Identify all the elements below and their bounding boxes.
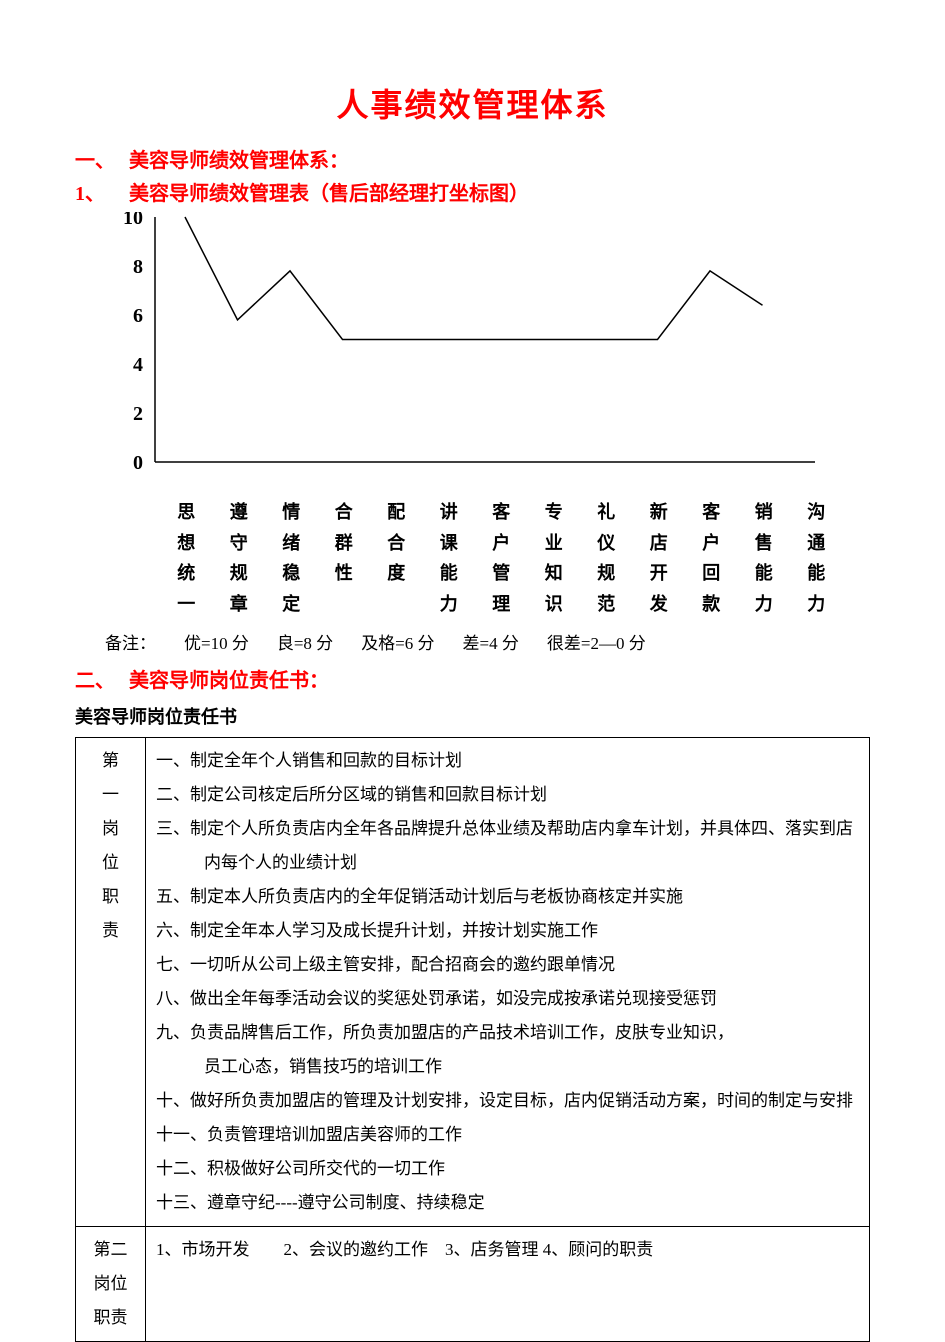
x-category: 遵守规章	[213, 497, 266, 619]
svg-text:10: 10	[123, 212, 143, 229]
svg-text:0: 0	[133, 452, 143, 472]
section-1-subnum: 1、	[75, 177, 129, 206]
row1-label-cell: 第一岗位职责	[76, 738, 146, 1227]
section-1-sub: 1、 美容导师绩效管理表（售后部经理打坐标图）	[75, 177, 870, 206]
note-item-3: 差=4 分	[463, 634, 519, 653]
section-2-title: 美容导师岗位责任书：	[129, 664, 329, 693]
x-category: 新店开发	[633, 497, 686, 619]
note-prefix: 备注：	[105, 634, 156, 653]
section-2-header: 二、 美容导师岗位责任书：	[75, 664, 870, 693]
resp-item: 六、制定全年本人学习及成长提升计划，并按计划实施工作	[156, 914, 859, 948]
table-row: 第一岗位职责 一、制定全年个人销售和回款的目标计划二、制定公司核定后所分区域的销…	[76, 738, 870, 1227]
section-2-num: 二、	[75, 664, 129, 693]
row1-list: 一、制定全年个人销售和回款的目标计划二、制定公司核定后所分区域的销售和回款目标计…	[156, 744, 859, 1220]
section-1-num: 一、	[75, 144, 129, 173]
x-category: 专业知识	[528, 497, 581, 619]
table-row: 第二岗位职责 1、市场开发 2、会议的邀约工作 3、店务管理 4、顾问的职责	[76, 1227, 870, 1342]
responsibility-subtitle: 美容导师岗位责任书	[75, 703, 870, 729]
x-category: 礼仪规范	[580, 497, 633, 619]
row2-content-cell: 1、市场开发 2、会议的邀约工作 3、店务管理 4、顾问的职责	[146, 1227, 870, 1342]
resp-item: 八、做出全年每季活动会议的奖惩处罚承诺，如没完成按承诺兑现接受惩罚	[156, 982, 859, 1016]
resp-item: 九、负责品牌售后工作，所负责加盟店的产品技术培训工作，皮肤专业知识，	[156, 1016, 859, 1050]
resp-item: 五、制定本人所负责店内的全年促销活动计划后与老板协商核定并实施	[156, 880, 859, 914]
x-category: 销售能力	[738, 497, 791, 619]
x-category: 合群性	[318, 497, 371, 619]
resp-item: 二、制定公司核定后所分区域的销售和回款目标计划	[156, 778, 859, 812]
chart-svg: 0 2 4 6 8 10	[105, 212, 815, 472]
x-category: 客户回款	[685, 497, 738, 619]
svg-text:6: 6	[133, 305, 143, 327]
x-category: 配合度	[370, 497, 423, 619]
x-category: 思想统一	[160, 497, 213, 619]
resp-item: 十三、遵章守纪----遵守公司制度、持续稳定	[156, 1186, 859, 1220]
section-1-header: 一、 美容导师绩效管理体系：	[75, 144, 870, 173]
x-category: 客户管理	[475, 497, 528, 619]
x-category: 沟通能力	[790, 497, 843, 619]
resp-item: 内每个人的业绩计划	[156, 846, 859, 880]
resp-item: 十二、积极做好公司所交代的一切工作	[156, 1152, 859, 1186]
chart-x-labels: 思想统一遵守规章情绪稳定合群性配合度讲课能力客户管理专业知识礼仪规范新店开发客户…	[160, 497, 870, 619]
note-item-0: 优=10 分	[184, 634, 249, 653]
resp-item: 十一、负责管理培训加盟店美容师的工作	[156, 1118, 859, 1152]
svg-text:2: 2	[133, 403, 143, 425]
row2-label-cell: 第二岗位职责	[76, 1227, 146, 1342]
section-1-title: 美容导师绩效管理体系：	[129, 144, 349, 173]
responsibility-table: 第一岗位职责 一、制定全年个人销售和回款的目标计划二、制定公司核定后所分区域的销…	[75, 737, 870, 1342]
resp-item: 一、制定全年个人销售和回款的目标计划	[156, 744, 859, 778]
note-item-4: 很差=2—0 分	[547, 634, 646, 653]
svg-text:4: 4	[133, 354, 143, 376]
note-item-2: 及格=6 分	[361, 634, 434, 653]
page-title: 人事绩效管理体系	[75, 80, 870, 126]
resp-item: 三、制定个人所负责店内全年各品牌提升总体业绩及帮助店内拿车计划，并具体四、落实到…	[156, 812, 859, 846]
performance-chart: 0 2 4 6 8 10 思想统一遵守规章情绪稳定合群性配合度讲课能力客户管理专业知识礼仪…	[105, 212, 870, 619]
resp-item: 员工心态，销售技巧的培训工作	[156, 1050, 859, 1084]
resp-item: 十、做好所负责加盟店的管理及计划安排，设定目标，店内促销活动方案，时间的制定与安…	[156, 1084, 859, 1118]
chart-note: 备注： 优=10 分 良=8 分 及格=6 分 差=4 分 很差=2—0 分	[105, 629, 870, 654]
row1-content-cell: 一、制定全年个人销售和回款的目标计划二、制定公司核定后所分区域的销售和回款目标计…	[146, 738, 870, 1227]
x-category: 情绪稳定	[265, 497, 318, 619]
x-category: 讲课能力	[423, 497, 476, 619]
section-1-subtitle: 美容导师绩效管理表（售后部经理打坐标图）	[129, 177, 529, 206]
resp-item: 七、一切听从公司上级主管安排，配合招商会的邀约跟单情况	[156, 948, 859, 982]
row1-label: 第一岗位职责	[86, 744, 135, 948]
note-item-1: 良=8 分	[277, 634, 333, 653]
svg-text:8: 8	[133, 256, 143, 278]
